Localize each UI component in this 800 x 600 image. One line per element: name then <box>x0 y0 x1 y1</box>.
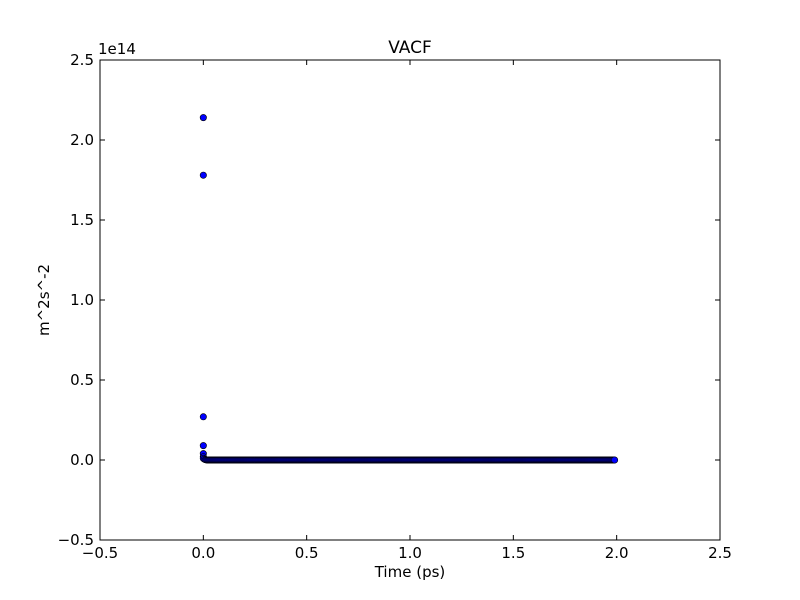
x-axis-label: Time (ps) <box>374 563 446 581</box>
x-tick-label: 2.5 <box>708 544 732 562</box>
axis-ticks: −0.5 0.0 0.5 1.0 1.5 2.0 2.5 −0.5 0.0 0.5 1.0 1.5 2.… <box>58 51 732 562</box>
x-tick-label: 0.5 <box>295 544 319 562</box>
y-tick-label: −0.5 <box>58 531 94 549</box>
scatter-point <box>199 442 207 450</box>
y-tick-label: 1.5 <box>70 211 94 229</box>
plot-frame <box>99 59 721 541</box>
scatter-point <box>199 413 207 421</box>
y-tick-label: 0.5 <box>70 371 94 389</box>
scatter-point <box>199 114 207 122</box>
x-tick-label: 0.0 <box>191 544 215 562</box>
y-tick-label: 1.0 <box>70 291 94 309</box>
scatter-point <box>199 171 207 179</box>
y-offset-label: 1e14 <box>98 40 136 58</box>
x-tick-label: 1.5 <box>501 544 525 562</box>
y-tick-label: 0.0 <box>70 451 94 469</box>
y-tick-label: 2.5 <box>70 51 94 69</box>
chart-title: VACF <box>388 38 432 58</box>
y-axis-label: m^2s^-2 <box>35 264 53 336</box>
x-tick-label: −0.5 <box>82 544 118 562</box>
y-tick-label: 2.0 <box>70 131 94 149</box>
scatter-point <box>611 456 619 464</box>
scatter-points <box>199 114 619 464</box>
x-tick-label: 2.0 <box>605 544 629 562</box>
x-tick-label: 1.0 <box>398 544 422 562</box>
